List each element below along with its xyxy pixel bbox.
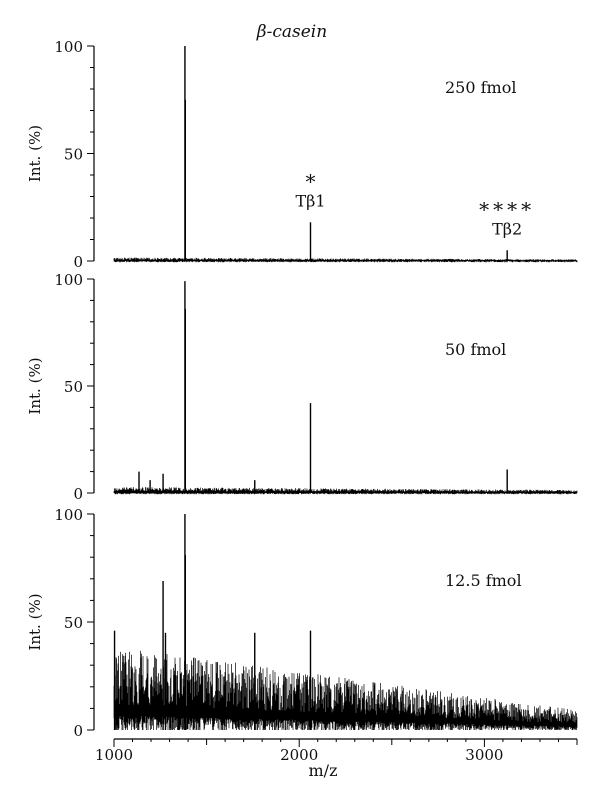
y-axis-label: Int. (%) — [26, 125, 44, 182]
panel-label: 50 fmol — [445, 340, 506, 359]
y-tick-label: 0 — [73, 253, 83, 271]
spectrum-noise-trace — [113, 257, 578, 263]
label-layer: 250 fmol *Tβ1 ****Tβ2 50 fmol 12.5 fmol — [295, 78, 535, 590]
peak-annotation: Tβ2 — [492, 219, 522, 238]
x-tick-label: 2000 — [280, 746, 318, 764]
spectrum-noise-trace — [113, 487, 578, 495]
trace-layer — [113, 46, 578, 730]
peak-marker: **** — [479, 197, 535, 221]
y-tick-label: 100 — [54, 38, 83, 56]
y-tick-label: 100 — [54, 271, 83, 289]
y-axis-label: Int. (%) — [26, 593, 44, 650]
spectrum-noise-trace — [113, 650, 578, 730]
panel-label: 250 fmol — [445, 78, 516, 97]
peak-marker: * — [305, 169, 315, 193]
y-tick-label: 0 — [73, 485, 83, 503]
panel-label: 12.5 fmol — [445, 571, 522, 590]
axes-layer: 0 50 100 Int. (%) 0 50 100 Int. (%) 0 50 100 Int. (… — [26, 38, 578, 764]
peak-annotation: Tβ1 — [295, 191, 325, 210]
x-tick-label: 3000 — [465, 746, 503, 764]
x-axis-label: m/z — [309, 761, 338, 780]
y-axis-label: Int. (%) — [26, 357, 44, 414]
x-tick-label: 1000 — [95, 746, 133, 764]
y-tick-label: 50 — [64, 146, 83, 164]
y-tick-label: 50 — [64, 614, 83, 632]
y-tick-label: 0 — [73, 722, 83, 740]
y-tick-label: 100 — [54, 506, 83, 524]
y-tick-label: 50 — [64, 378, 83, 396]
chart-title: β-casein — [256, 22, 327, 42]
